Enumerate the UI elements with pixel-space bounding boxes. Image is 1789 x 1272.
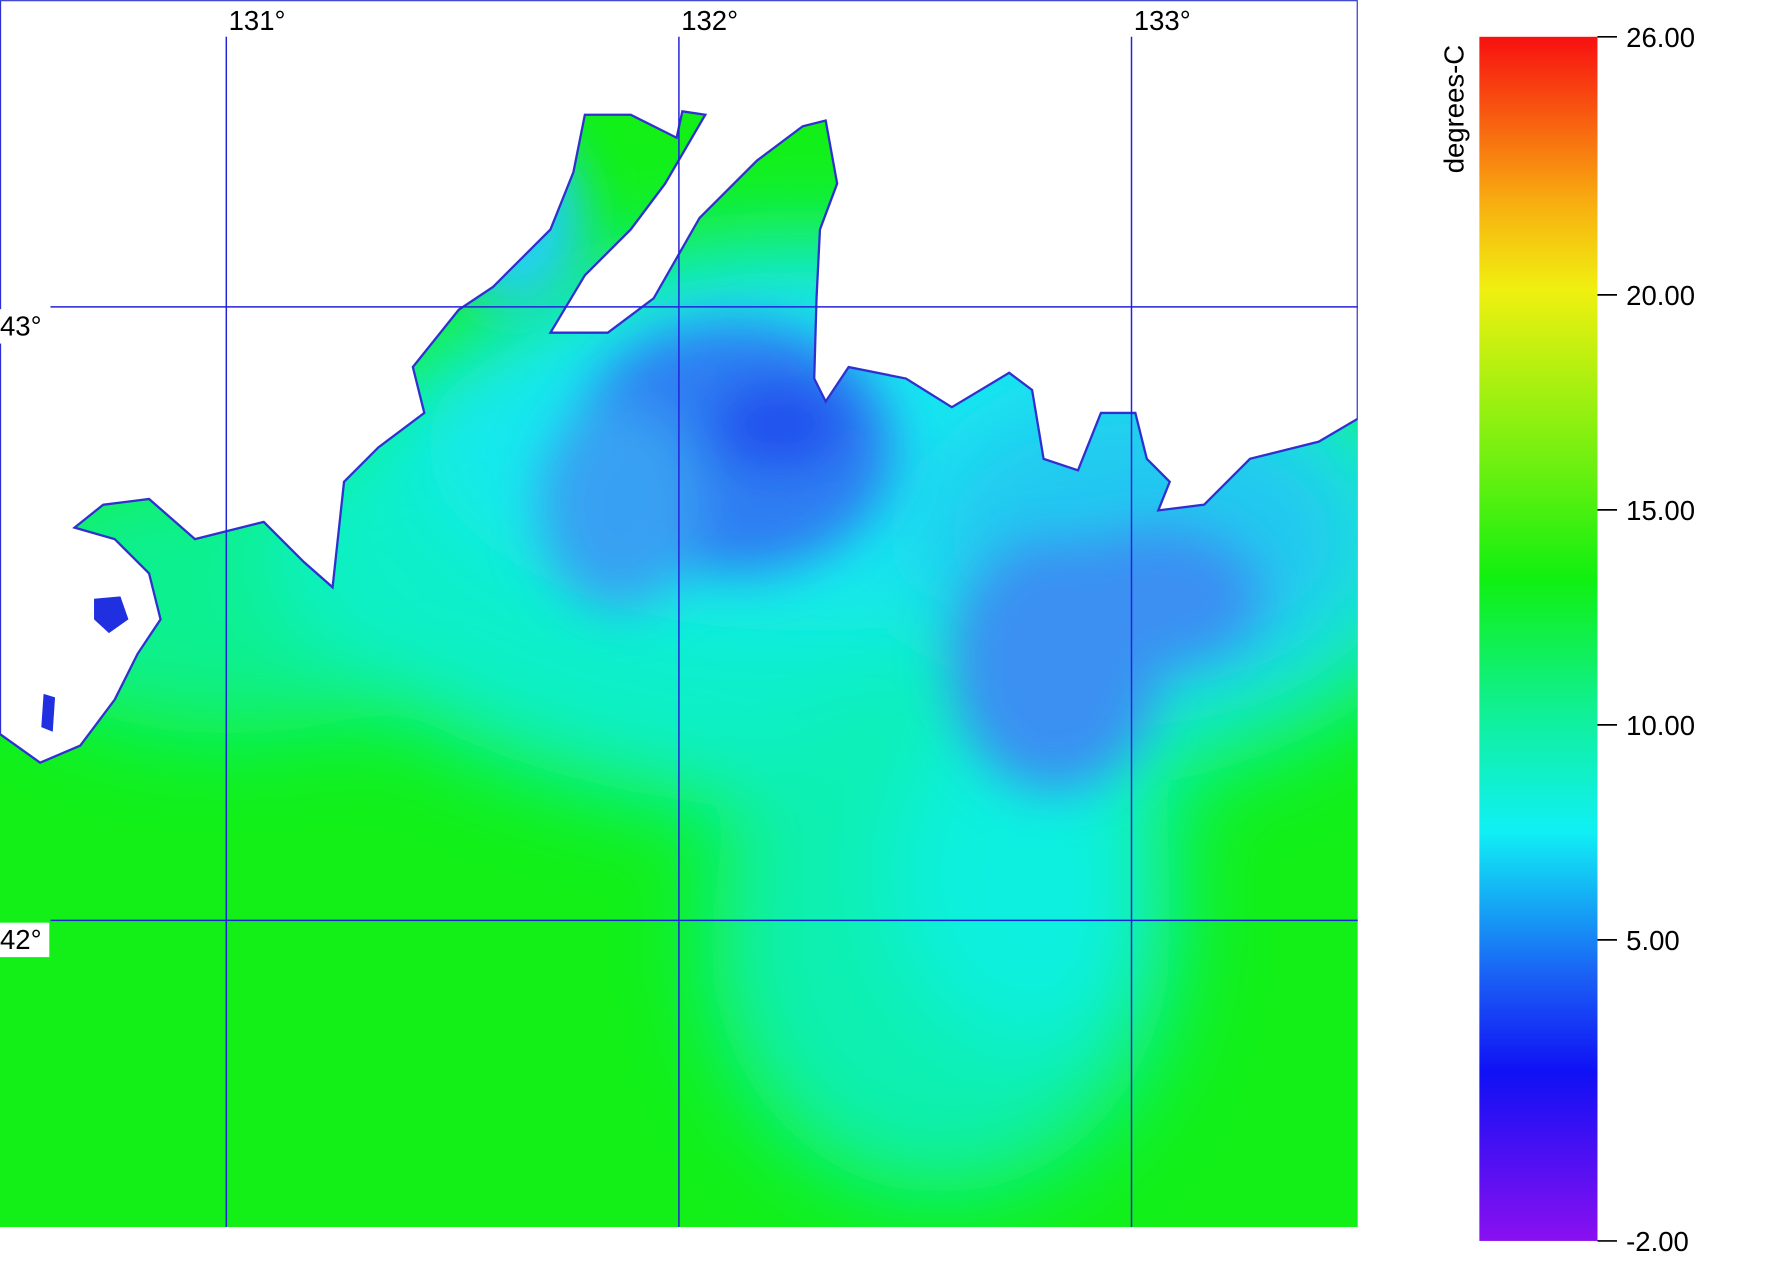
island bbox=[41, 693, 56, 732]
lat-tick-label: 42° bbox=[0, 924, 42, 955]
graticule: 131° 132° 133° 43° 42° bbox=[0, 5, 1358, 1228]
colorbar-label: degrees-C bbox=[1438, 45, 1469, 173]
lon-tick-label: 133° bbox=[1134, 5, 1191, 36]
colorbar-tick-label: 10.00 bbox=[1626, 710, 1695, 741]
colorbar bbox=[1479, 36, 1598, 1241]
colorbar-tick-label: 20.00 bbox=[1626, 280, 1695, 311]
lon-tick-label: 131° bbox=[229, 5, 286, 36]
lat-label-bg bbox=[0, 922, 50, 958]
land bbox=[0, 0, 1358, 765]
island bbox=[94, 596, 129, 634]
colorbar-tick-label: 26.00 bbox=[1626, 22, 1695, 53]
colorbar-tick-label: 15.00 bbox=[1626, 495, 1695, 526]
colorbar-tick-label: 5.00 bbox=[1626, 925, 1680, 956]
lat-label-bg bbox=[0, 309, 50, 344]
sst-field bbox=[0, 0, 1358, 1228]
lat-tick-label: 43° bbox=[0, 311, 42, 342]
colorbar-tick-label: -2.00 bbox=[1626, 1226, 1689, 1257]
lon-tick-label: 132° bbox=[681, 5, 738, 36]
